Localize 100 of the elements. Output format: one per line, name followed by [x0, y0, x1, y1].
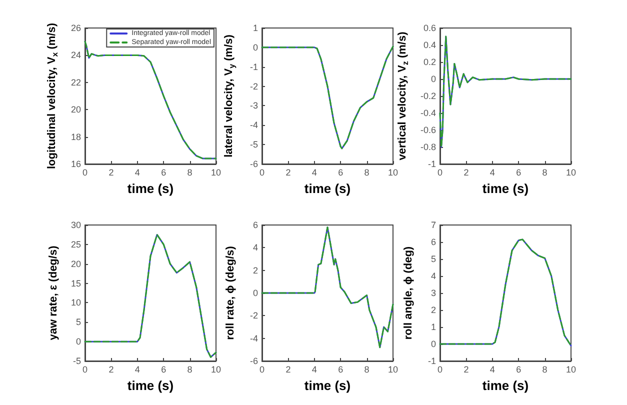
x-tick-label: 0: [259, 364, 265, 374]
y-axis-title: logitudinal velocity, Vx (m/s): [46, 22, 60, 170]
x-tick-label: 6: [338, 364, 344, 374]
x-axis-title: time (s): [482, 181, 529, 196]
x-tick-label: 10: [566, 364, 576, 374]
y-tick-label: 0: [430, 74, 436, 84]
x-axis-title: time (s): [482, 378, 529, 393]
x-tick-label: 2: [286, 364, 291, 374]
y-tick-label: 10: [70, 298, 81, 308]
x-tick-label: 4: [490, 364, 495, 374]
y-tick-label: 0.4: [423, 40, 436, 50]
y-tick-label: 4: [252, 242, 258, 253]
y-tick-label: 6: [252, 220, 258, 230]
line-series: [261, 46, 394, 150]
x-tick-label: 8: [187, 168, 192, 178]
y-tick-label: 0.6: [423, 23, 436, 33]
x-tick-label: 4: [134, 168, 140, 178]
x-tick-label: 10: [566, 168, 576, 178]
y-tick-label: 18: [70, 132, 81, 142]
x-tick-label: 0: [259, 168, 265, 178]
y-tick-label: 0: [252, 42, 258, 52]
y-tick-label: -4: [250, 333, 258, 344]
x-tick-label: 2: [464, 168, 469, 178]
x-tick-label: 10: [210, 364, 222, 374]
x-tick-label: 6: [161, 168, 166, 178]
x-tick-label: 2: [464, 364, 469, 374]
x-axis-title: time (s): [127, 181, 174, 196]
x-tick-label: 4: [490, 168, 495, 178]
y-tick-label: 22: [70, 77, 81, 88]
y-tick-label: 2: [252, 265, 258, 276]
x-tick-label: 2: [286, 168, 291, 178]
x-tick-label: 2: [108, 168, 114, 178]
x-tick-label: 8: [187, 364, 192, 374]
x-tick-label: 8: [542, 168, 548, 178]
x-tick-label: 0: [82, 168, 88, 178]
x-tick-label: 6: [516, 364, 522, 374]
y-tick-label: 0: [252, 288, 258, 298]
y-tick-label: 24: [70, 50, 81, 60]
y-axis-title: yaw rate, ε (deg/s): [48, 245, 60, 340]
y-tick-label: -2: [250, 310, 258, 321]
y-axis-title: roll rate, ϕ (deg/s): [224, 246, 236, 340]
y-tick-label: -6: [250, 356, 258, 366]
x-tick-label: 0: [437, 364, 443, 374]
line-series: [439, 36, 572, 148]
y-tick-label: 16: [70, 159, 81, 169]
y-tick-label: 6: [430, 237, 436, 247]
x-axis-title: time (s): [304, 181, 351, 196]
y-tick-label: -6: [250, 159, 258, 169]
x-tick-label: 10: [388, 364, 398, 374]
x-tick-label: 0: [437, 168, 443, 178]
x-tick-label: 6: [338, 168, 344, 178]
y-axis-title: lateral velocity, Vy (m/s): [223, 34, 236, 158]
y-tick-label: 5: [430, 254, 436, 264]
y-tick-label: -2: [250, 81, 258, 92]
y-tick-label: -0.4: [420, 108, 436, 118]
y-tick-label: -3: [250, 100, 258, 111]
y-tick-label: 5: [76, 317, 81, 328]
x-tick-label: 4: [312, 168, 317, 178]
y-tick-label: 3: [430, 288, 436, 298]
y-tick-label: 2: [430, 305, 436, 315]
x-axis-title: time (s): [127, 378, 174, 393]
y-tick-label: -0.2: [420, 91, 436, 101]
y-tick-label: 4: [430, 271, 436, 281]
line-series: [84, 40, 217, 160]
line-series: [84, 234, 217, 358]
x-tick-label: 4: [312, 364, 317, 374]
line-series: [439, 238, 572, 346]
y-tick-label: -0.6: [420, 125, 436, 135]
y-tick-label: -1: [428, 356, 436, 366]
y-tick-label: 1: [252, 23, 258, 33]
x-tick-label: 10: [388, 168, 398, 178]
y-tick-label: -1: [250, 62, 258, 72]
y-tick-label: 0: [76, 336, 81, 347]
y-tick-label: 0: [430, 339, 436, 349]
line-series: [261, 226, 394, 348]
y-tick-label: 30: [70, 220, 81, 230]
y-tick-label: -0.8: [420, 142, 436, 152]
y-tick-label: 0.2: [423, 57, 436, 67]
y-axis-title: roll angle, ϕ (deg): [402, 246, 414, 340]
y-tick-label: -5: [250, 140, 258, 150]
y-axis-title: vertical velocity, Vz (m/s): [396, 31, 410, 160]
y-tick-label: -1: [428, 159, 436, 169]
x-tick-label: 6: [516, 168, 522, 178]
x-tick-label: 8: [364, 364, 370, 374]
x-axis-title: time (s): [304, 378, 351, 393]
x-tick-label: 8: [542, 364, 548, 374]
x-tick-label: 6: [161, 364, 166, 374]
y-tick-label: -5: [72, 356, 81, 366]
x-tick-label: 8: [364, 168, 370, 178]
y-tick-label: 1: [430, 322, 436, 332]
x-tick-label: 0: [82, 364, 88, 374]
y-tick-label: 26: [70, 23, 81, 33]
y-tick-label: 15: [70, 278, 81, 288]
y-tick-label: 20: [70, 258, 81, 269]
y-tick-label: 20: [70, 104, 81, 115]
x-tick-label: 10: [210, 168, 222, 178]
y-tick-label: 7: [430, 220, 436, 230]
y-tick-label: 25: [70, 239, 81, 250]
x-tick-label: 2: [108, 364, 114, 374]
x-tick-label: 4: [134, 364, 140, 374]
